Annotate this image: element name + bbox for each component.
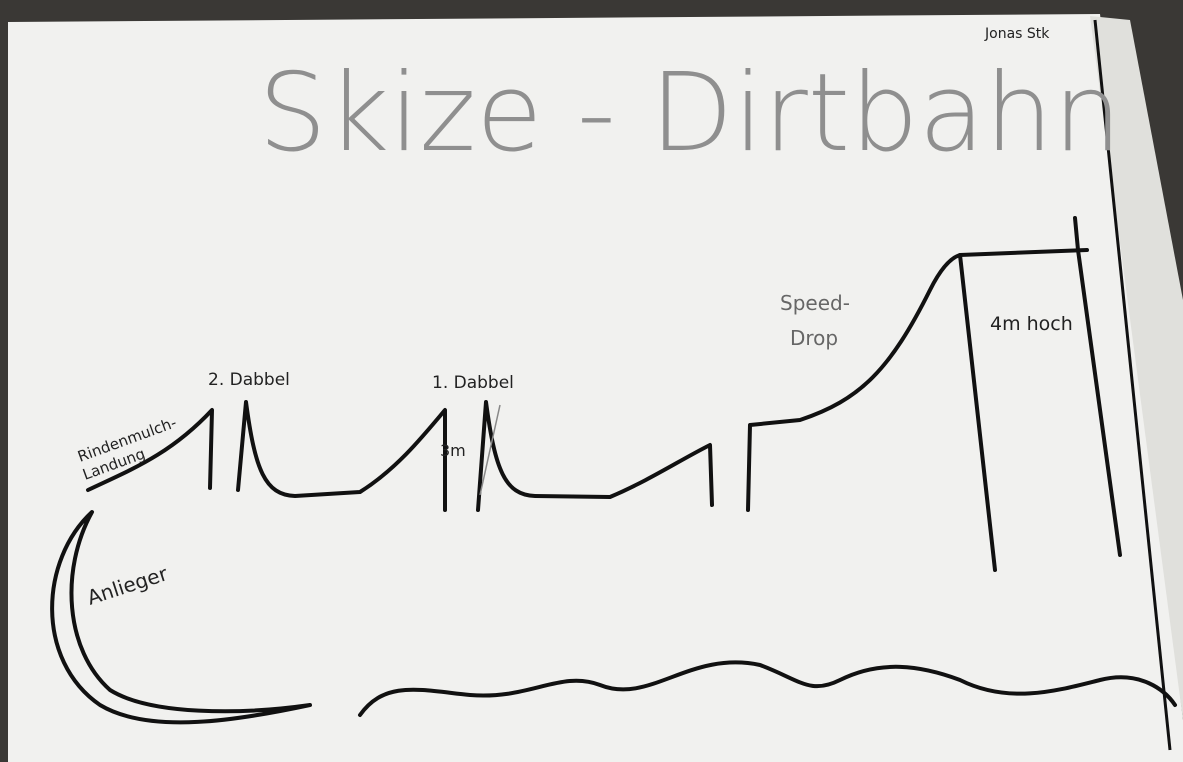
title: Skize - Dirtbahn [258, 51, 1121, 176]
speed-drop-label: Speed- [780, 291, 850, 315]
height-label: 3m [440, 441, 466, 460]
sketch-photo: Skize - Dirtbahn Jonas Stk Rindenmulch- … [0, 0, 1183, 762]
author: Jonas Stk [984, 26, 1050, 42]
page: Skize - Dirtbahn Jonas Stk Rindenmulch- … [0, 0, 1183, 762]
speed-drop-label: Drop [790, 326, 838, 350]
double-2-label: 2. Dabbel [208, 370, 290, 390]
drop-height-label: 4m hoch [990, 313, 1073, 335]
double-1-label: 1. Dabbel [432, 373, 514, 393]
